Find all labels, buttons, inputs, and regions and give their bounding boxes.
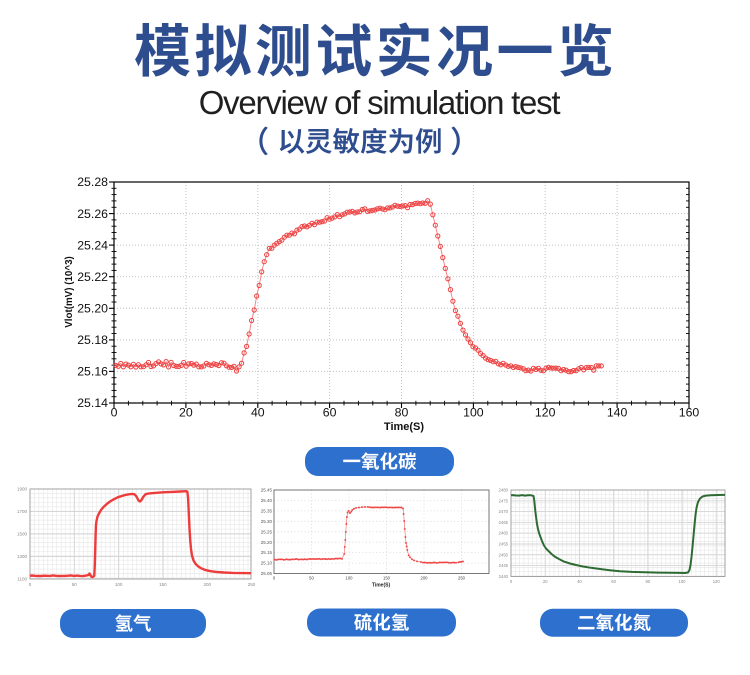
svg-text:2465: 2465: [499, 520, 509, 525]
svg-text:25.14: 25.14: [77, 396, 108, 410]
svg-text:200: 200: [421, 576, 429, 581]
svg-text:100: 100: [346, 576, 354, 581]
svg-text:50: 50: [72, 582, 78, 587]
svg-text:1900: 1900: [17, 487, 28, 492]
svg-text:25.16: 25.16: [77, 365, 108, 379]
svg-text:1300: 1300: [17, 554, 28, 559]
svg-text:60: 60: [323, 406, 337, 420]
svg-text:0: 0: [273, 576, 276, 581]
svg-text:250: 250: [458, 576, 466, 581]
svg-text:120: 120: [713, 579, 721, 584]
svg-text:0: 0: [510, 579, 513, 584]
svg-text:40: 40: [251, 406, 265, 420]
svg-text:25.28: 25.28: [77, 175, 108, 189]
svg-text:2475: 2475: [499, 498, 509, 503]
svg-text:2440: 2440: [499, 574, 509, 579]
svg-text:25.05: 25.05: [261, 571, 273, 576]
svg-text:25.15: 25.15: [261, 550, 273, 555]
svg-text:150: 150: [159, 582, 167, 587]
svg-text:2445: 2445: [499, 563, 509, 568]
svg-text:Time(S): Time(S): [384, 421, 424, 433]
svg-text:60: 60: [611, 579, 616, 584]
svg-text:25.20: 25.20: [77, 302, 108, 316]
svg-text:80: 80: [395, 406, 409, 420]
svg-text:25.20: 25.20: [261, 540, 273, 545]
svg-text:25.24: 25.24: [77, 238, 108, 252]
svg-text:100: 100: [679, 579, 687, 584]
svg-text:25.22: 25.22: [77, 270, 108, 284]
svg-text:25.10: 25.10: [261, 561, 273, 566]
svg-text:25.26: 25.26: [77, 207, 108, 221]
svg-text:25.45: 25.45: [261, 488, 273, 493]
svg-text:20: 20: [543, 579, 548, 584]
svg-text:25.18: 25.18: [77, 333, 108, 347]
svg-text:2450: 2450: [499, 552, 509, 557]
svg-text:2455: 2455: [499, 542, 509, 547]
svg-text:Time(S): Time(S): [372, 583, 391, 589]
svg-text:1500: 1500: [17, 532, 28, 537]
svg-text:Vlot(mV) (10^3): Vlot(mV) (10^3): [64, 256, 75, 328]
svg-text:1100: 1100: [17, 577, 27, 582]
svg-text:80: 80: [645, 579, 650, 584]
svg-text:150: 150: [383, 576, 391, 581]
svg-text:250: 250: [248, 582, 256, 587]
svg-text:25.25: 25.25: [261, 529, 273, 534]
svg-text:20: 20: [179, 406, 193, 420]
svg-text:25.30: 25.30: [261, 519, 273, 524]
svg-text:40: 40: [577, 579, 582, 584]
svg-text:100: 100: [115, 582, 123, 587]
svg-text:0: 0: [111, 406, 118, 420]
svg-text:160: 160: [679, 406, 700, 420]
svg-text:120: 120: [535, 406, 556, 420]
svg-text:25.35: 25.35: [261, 509, 273, 514]
svg-text:200: 200: [203, 582, 211, 587]
svg-text:2470: 2470: [499, 509, 509, 514]
svg-text:2460: 2460: [499, 531, 509, 536]
svg-text:25.40: 25.40: [261, 498, 273, 503]
svg-text:1700: 1700: [17, 509, 28, 514]
svg-text:0: 0: [29, 582, 32, 587]
svg-text:100: 100: [463, 406, 484, 420]
svg-text:50: 50: [309, 576, 314, 581]
svg-text:140: 140: [607, 406, 628, 420]
svg-text:2480: 2480: [499, 488, 509, 493]
